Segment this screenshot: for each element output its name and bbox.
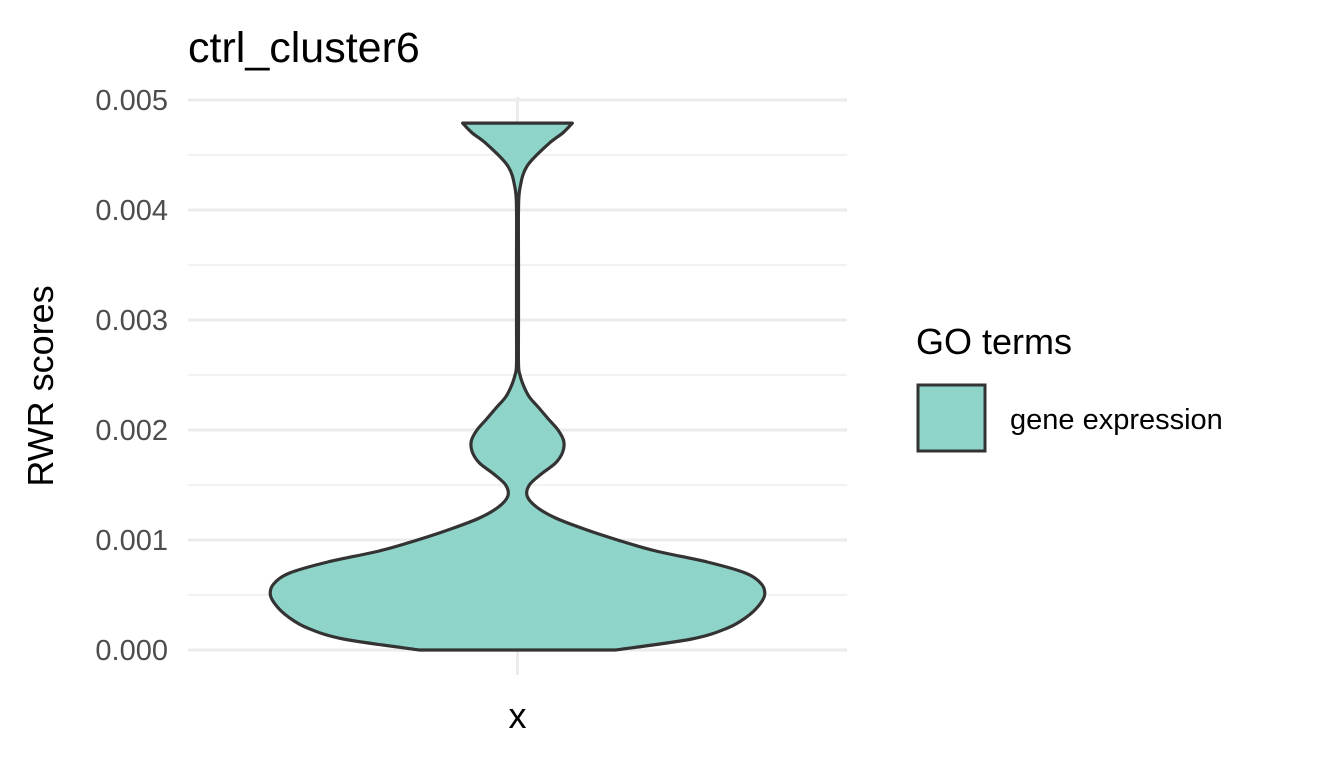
y-tick-label: 0.000: [95, 635, 168, 667]
y-tick-label: 0.005: [95, 85, 168, 117]
violin-shape-gene-expression: [268, 121, 767, 652]
y-axis-tick-labels: 0.000 0.001 0.002 0.003 0.004 0.005: [95, 85, 168, 667]
y-axis-title: RWR scores: [20, 285, 61, 486]
y-tick-label: 0.004: [95, 195, 168, 227]
legend: GO terms gene expression: [916, 321, 1223, 453]
x-tick-label: x: [509, 695, 527, 736]
x-axis-tick-labels: x: [509, 695, 527, 736]
legend-title: GO terms: [916, 321, 1072, 362]
legend-label-gene-expression: gene expression: [1010, 404, 1223, 436]
y-tick-label: 0.001: [95, 525, 168, 557]
chart-title: ctrl_cluster6: [188, 24, 420, 72]
y-tick-label: 0.003: [95, 305, 168, 337]
legend-key-gene-expression: [916, 383, 987, 453]
violin-plot: [268, 121, 767, 652]
y-tick-label: 0.002: [95, 415, 168, 447]
